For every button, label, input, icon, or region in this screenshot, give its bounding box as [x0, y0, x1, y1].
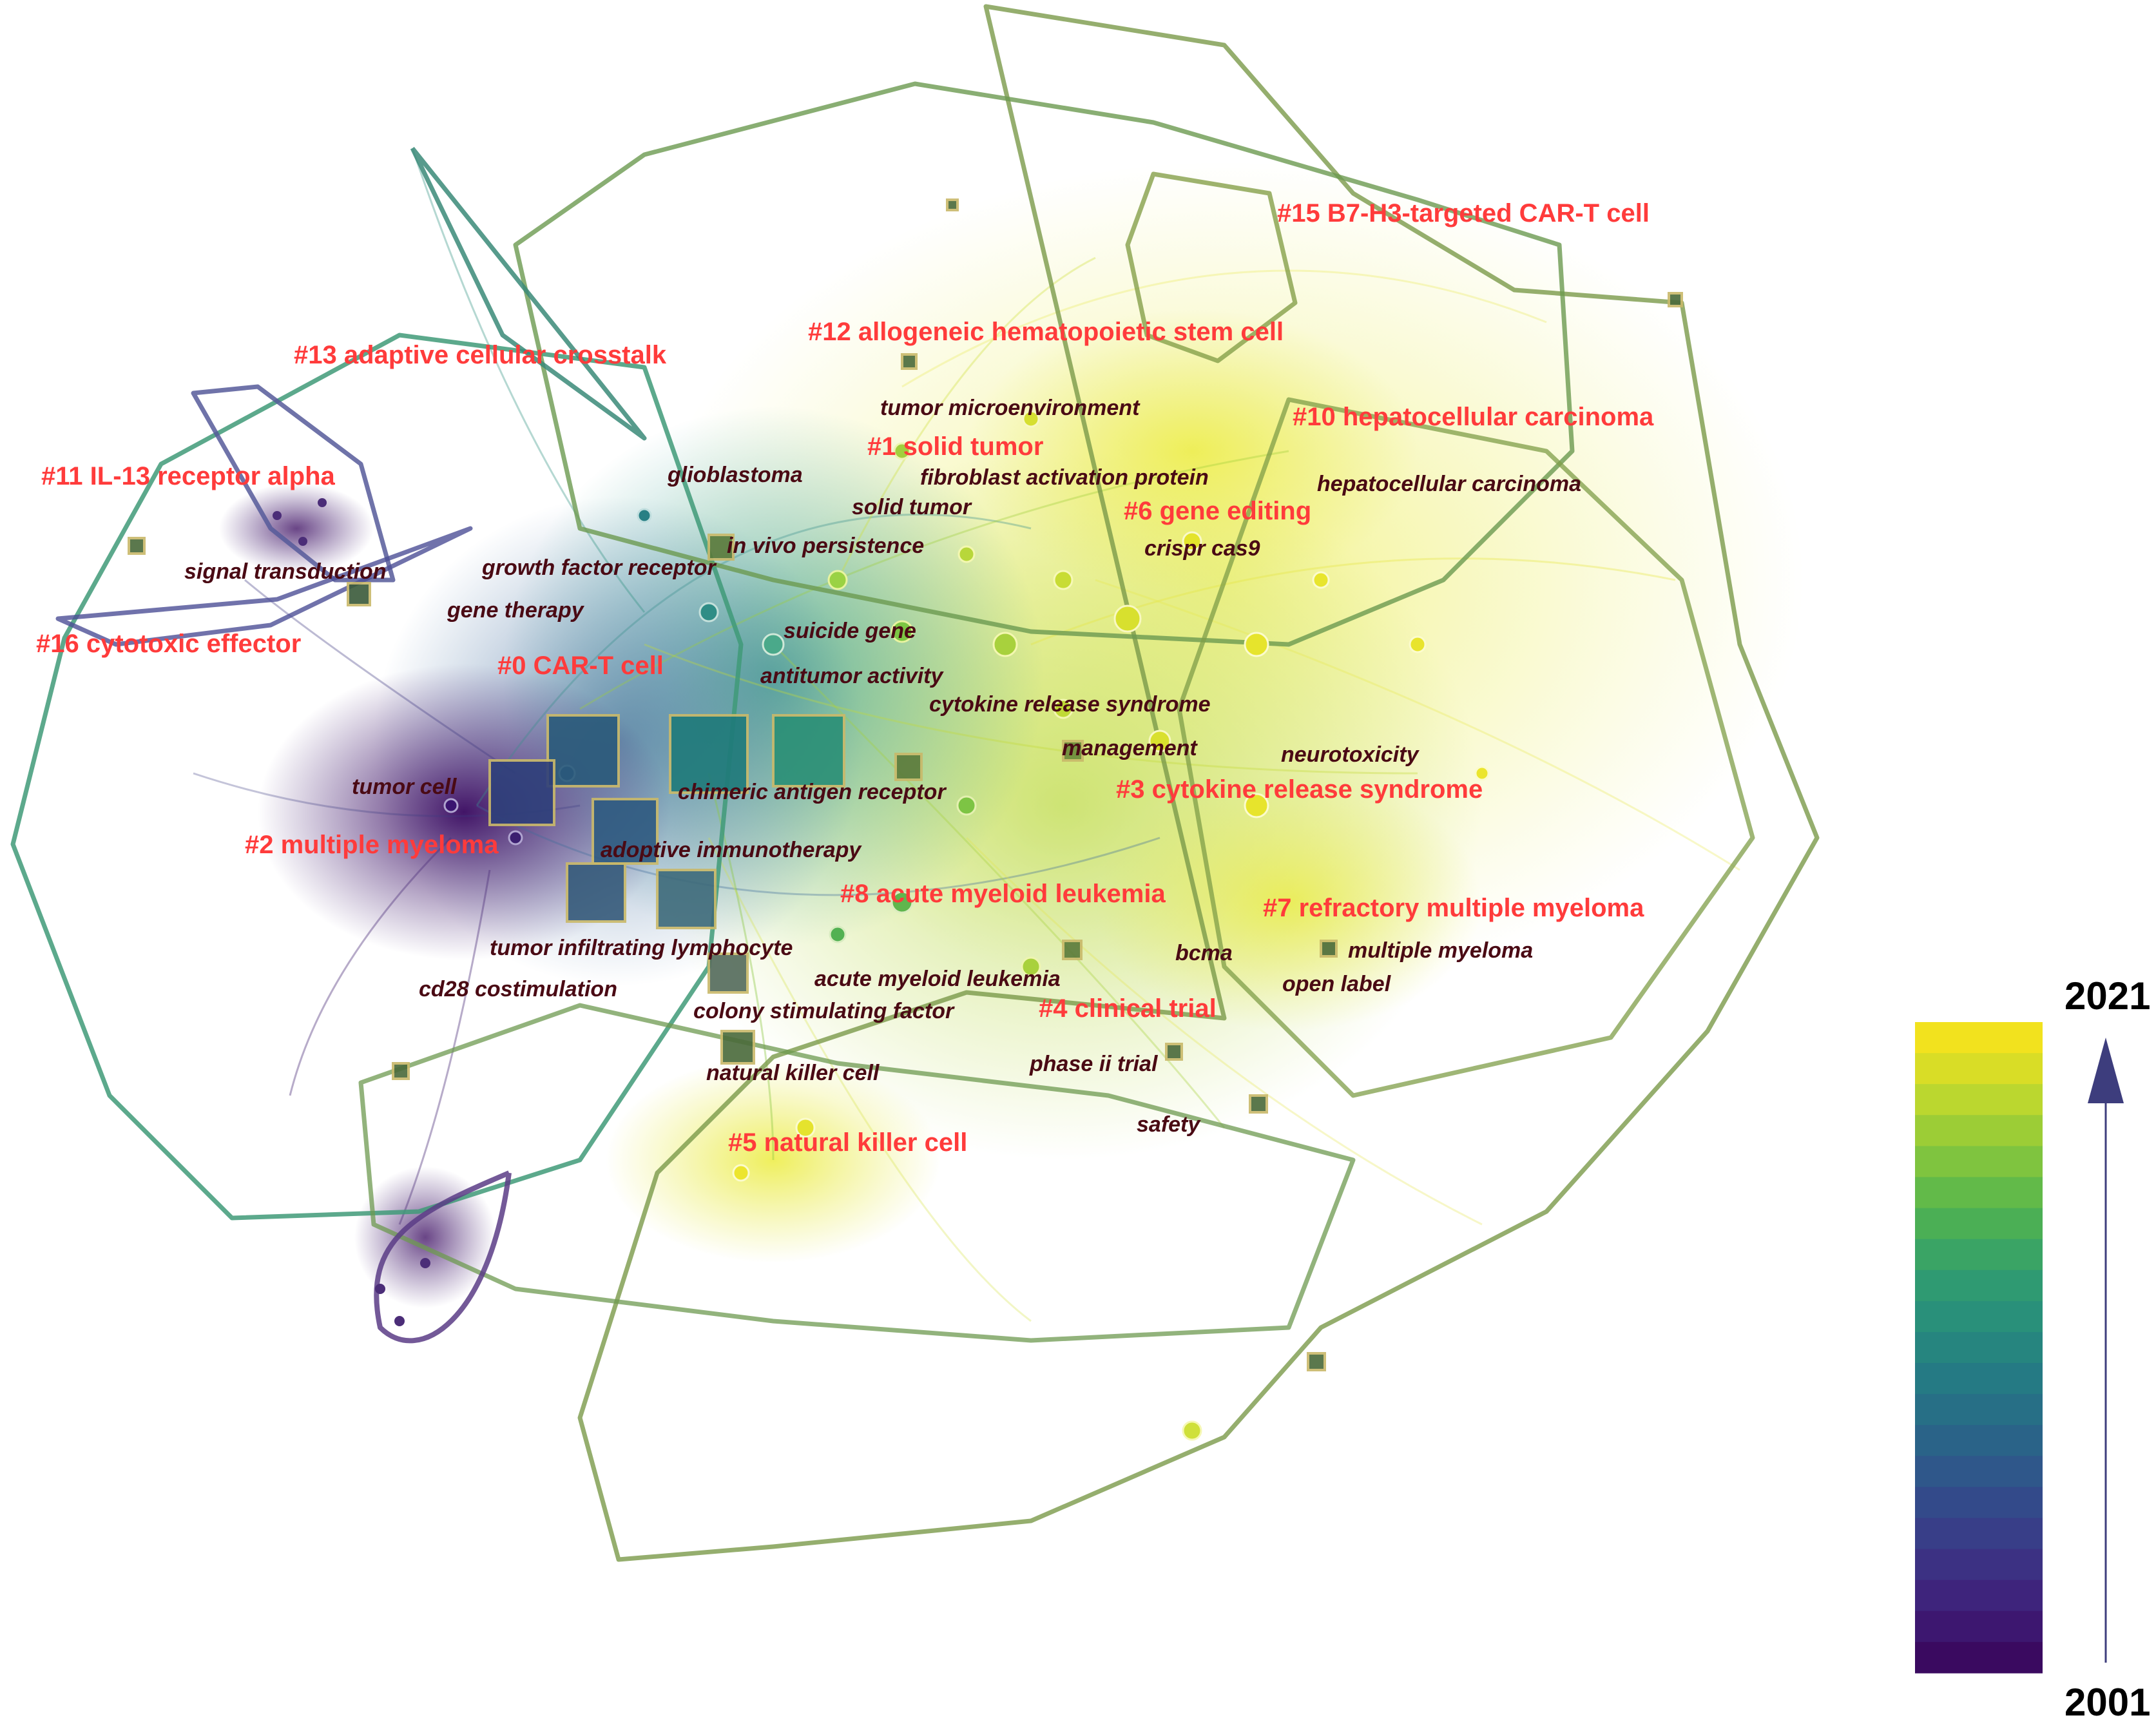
colorbar-band — [1915, 1363, 2043, 1395]
keyword-labels: tumor microenvironment glioblastoma fibr… — [184, 396, 1581, 1137]
keyword-label: multiple myeloma — [1348, 938, 1533, 963]
boundary-cytotoxic — [55, 526, 473, 647]
node-field — [273, 410, 1490, 1441]
colorbar-band — [1915, 1053, 2043, 1085]
cluster-label-16: #16 cytotoxic effector — [36, 630, 301, 658]
cluster-label-15: #15 B7-H3-targeted CAR-T cell — [1277, 199, 1650, 227]
keyword-label: acute myeloid leukemia — [814, 967, 1061, 991]
colorbar-band — [1915, 1115, 2043, 1146]
colorbar-band — [1915, 1084, 2043, 1116]
keyword-label: suicide gene — [784, 619, 916, 643]
keyword-label: phase ii trial — [1029, 1052, 1159, 1076]
colorbar-band — [1915, 1549, 2043, 1581]
cluster-label-2: #2 multiple myeloma — [245, 831, 499, 859]
cluster-label-5: #5 natural killer cell — [728, 1128, 967, 1157]
keyword-label: gene therapy — [447, 598, 585, 623]
boundary-purple-knot — [374, 1170, 512, 1344]
cluster-label-6: #6 gene editing — [1124, 497, 1311, 525]
timeline-arrow-head — [2088, 1038, 2124, 1103]
keyword-label: solid tumor — [852, 495, 972, 519]
keyword-label: hepatocellular carcinoma — [1317, 472, 1581, 496]
colorbar-band — [1915, 1208, 2043, 1240]
colorbar-band — [1915, 1146, 2043, 1178]
cluster-label-10: #10 hepatocellular carcinoma — [1293, 403, 1654, 431]
keyword-label: antitumor activity — [760, 664, 944, 688]
keyword-label: signal transduction — [184, 559, 387, 584]
keyword-label: neurotoxicity — [1281, 742, 1420, 767]
boundary-crosstalk — [410, 146, 647, 441]
cluster-label-13: #13 adaptive cellular crosstalk — [294, 341, 667, 369]
colorbar-band — [1915, 1580, 2043, 1612]
colorbar-band — [1915, 1456, 2043, 1488]
keyword-label: colony stimulating factor — [693, 999, 955, 1023]
hub-nodes — [128, 198, 1683, 1371]
colorbar-band — [1915, 1610, 2043, 1643]
colorbar-band — [1915, 1641, 2043, 1674]
colorbar-band — [1915, 1177, 2043, 1209]
keyword-label: crispr cas9 — [1144, 536, 1260, 561]
colorbar-band — [1915, 1022, 2043, 1054]
boundary-west — [10, 333, 744, 1221]
colorbar-gradient — [1915, 1022, 2043, 1674]
colorbar-band — [1915, 1425, 2043, 1456]
cluster-label-3: #3 cytokine release syndrome — [1116, 775, 1483, 804]
boundary-outer — [577, 4, 1820, 1562]
keyword-label: safety — [1137, 1112, 1201, 1137]
colorbar-band — [1915, 1331, 2043, 1364]
cluster-label-11: #11 IL-13 receptor alpha — [41, 462, 336, 490]
year-top-label: 2021 — [2065, 974, 2150, 1018]
colorbar-band — [1915, 1394, 2043, 1425]
keyword-label: cd28 costimulation — [419, 977, 617, 1001]
keyword-label: tumor cell — [352, 775, 457, 799]
keyword-label: fibroblast activation protein — [920, 465, 1209, 490]
cluster-label-8: #8 acute myeloid leukemia — [840, 880, 1166, 908]
keyword-label: management — [1062, 736, 1198, 760]
boundary-il13 — [191, 384, 396, 583]
keyword-label: cytokine release syndrome — [929, 692, 1211, 717]
keyword-label: glioblastoma — [667, 463, 803, 487]
cluster-label-4: #4 clinical trial — [1039, 994, 1217, 1023]
keyword-label: adoptive immunotherapy — [601, 838, 862, 862]
keyword-label: chimeric antigen receptor — [678, 780, 947, 804]
citation-links — [193, 148, 1740, 1322]
colorbar-band — [1915, 1487, 2043, 1519]
cluster-label-1: #1 solid tumor — [867, 432, 1043, 461]
cluster-label-0: #0 CAR-T cell — [497, 652, 664, 680]
cluster-label-12: #12 allogeneic hematopoietic stem cell — [808, 318, 1284, 346]
colorbar-band — [1915, 1270, 2043, 1302]
boundary-top-loop — [1125, 171, 1298, 363]
colorbar-band — [1915, 1300, 2043, 1333]
cluster-label-7: #7 refractory multiple myeloma — [1263, 894, 1644, 922]
keyword-label: in vivo persistence — [727, 534, 924, 558]
keyword-label: tumor microenvironment — [880, 396, 1141, 420]
year-bottom-label: 2001 — [2065, 1681, 2150, 1720]
cluster-labels: #0 CAR-T cell #1 solid tumor #2 multiple… — [36, 199, 1654, 1157]
boundary-east — [1177, 397, 1755, 1098]
colorbar-band — [1915, 1239, 2043, 1271]
year-colorbar: 2021 2001 — [1915, 974, 2150, 1720]
keyword-label: tumor infiltrating lymphocyte — [490, 936, 793, 960]
colorbar-band — [1915, 1518, 2043, 1550]
keyword-label: growth factor receptor — [481, 556, 717, 580]
keyword-label: natural killer cell — [706, 1061, 880, 1085]
keyword-label: bcma — [1175, 941, 1233, 965]
boundary-north — [513, 81, 1575, 647]
keyword-label: open label — [1282, 972, 1392, 996]
